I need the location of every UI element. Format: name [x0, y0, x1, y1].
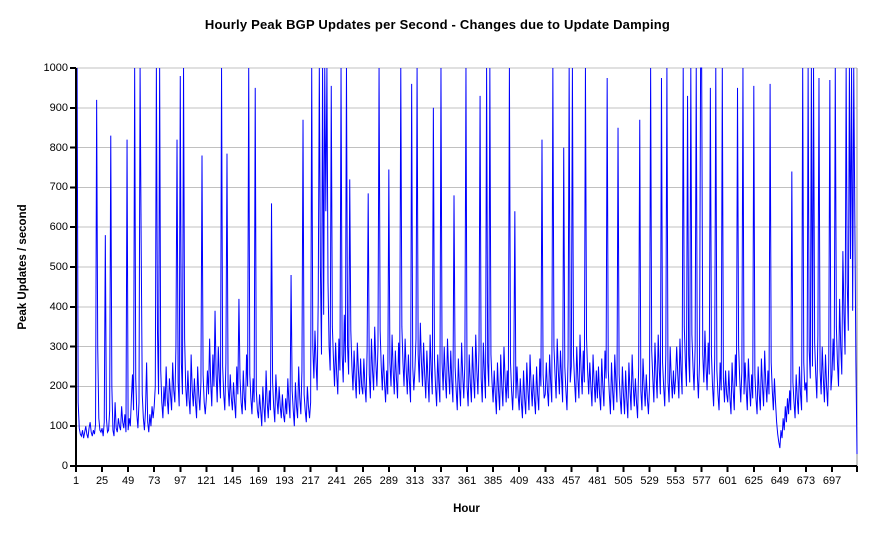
y-tick-label: 0: [61, 460, 68, 472]
x-axis-title: Hour: [453, 503, 480, 515]
x-tick-label: 649: [770, 475, 790, 487]
x-tick-label: 169: [249, 475, 268, 487]
x-tick-label: 49: [122, 475, 135, 487]
series-line: [75, 67, 858, 455]
y-tick-label: 100: [49, 420, 68, 433]
x-tick-label: 409: [509, 475, 529, 487]
x-tick-label: 145: [223, 475, 242, 487]
y-tick-label: 700: [49, 181, 68, 194]
y-tick-label: 300: [49, 340, 68, 353]
x-tick-label: 193: [275, 475, 294, 487]
x-tick-label: 361: [457, 475, 477, 487]
x-tick-label: 265: [353, 475, 372, 487]
x-tick-label: 241: [327, 475, 346, 487]
x-tick-label: 433: [536, 475, 555, 487]
x-tick-label: 529: [640, 475, 659, 487]
x-tick-label: 313: [405, 475, 425, 487]
x-tick-label: 577: [692, 475, 711, 487]
x-tick-label: 505: [614, 475, 633, 487]
y-tick-label: 800: [49, 141, 68, 154]
y-tick-label: 400: [49, 300, 68, 313]
x-tick-label: 673: [796, 475, 816, 487]
y-tick-label: 600: [49, 221, 68, 234]
y-tick-label: 1000: [43, 62, 68, 74]
y-tick-label: 500: [49, 261, 68, 273]
x-tick-label: 289: [379, 475, 398, 487]
x-tick-label: 457: [562, 475, 581, 487]
x-tick-label: 337: [431, 475, 451, 487]
x-tick-label: 481: [588, 475, 607, 487]
x-tick-label: 601: [718, 475, 737, 487]
x-tick-label: 553: [666, 475, 685, 487]
x-tick-label: 97: [174, 475, 187, 487]
x-tick-label: 385: [483, 475, 503, 487]
x-tick-label: 625: [744, 475, 763, 487]
x-tick-label: 25: [95, 475, 109, 487]
y-tick-label: 200: [49, 380, 68, 393]
y-tick-label: 900: [49, 101, 68, 114]
x-tick-label: 73: [148, 475, 161, 487]
x-tick-label: 1: [72, 475, 80, 487]
chart-title: Hourly Peak BGP Updates per Second - Cha…: [204, 17, 671, 32]
x-tick-label: 697: [822, 475, 842, 487]
x-tick-label: 217: [301, 475, 320, 487]
x-tick-label: 121: [197, 475, 216, 487]
